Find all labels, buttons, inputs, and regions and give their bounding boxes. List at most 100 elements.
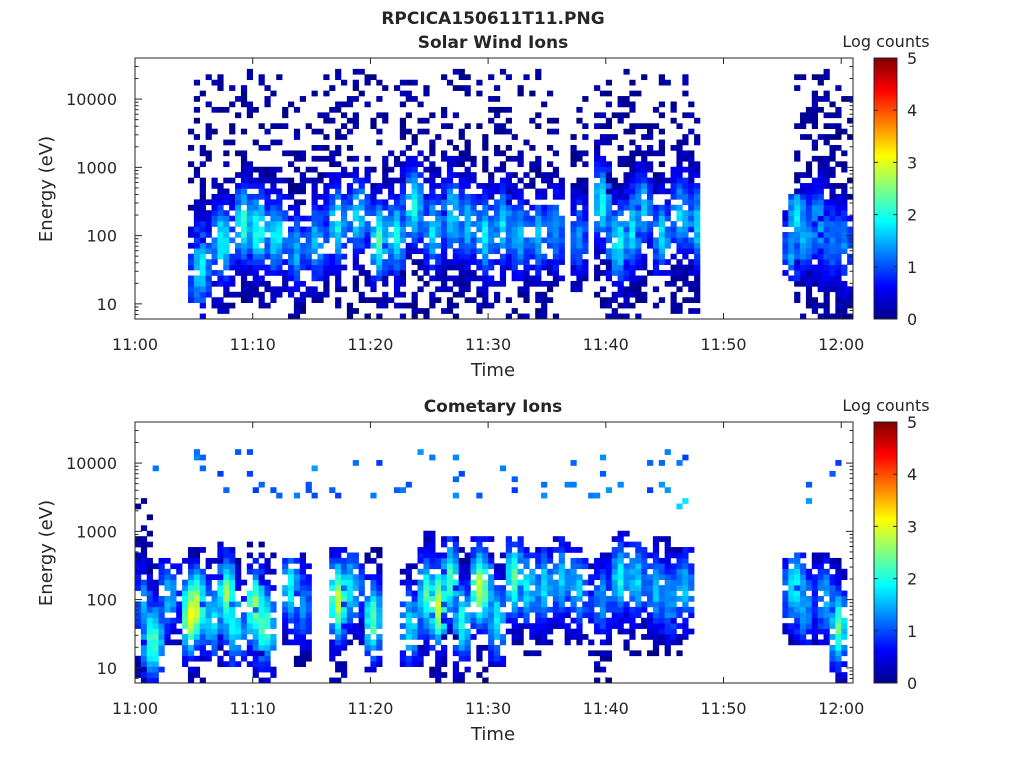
heatmap-cell	[429, 199, 436, 206]
heatmap-cell	[576, 286, 583, 293]
heatmap-cell	[623, 628, 630, 635]
heatmap-cell	[541, 563, 548, 570]
heatmap-cell	[617, 313, 624, 320]
heatmap-cell	[229, 606, 236, 613]
heatmap-cell	[335, 297, 342, 303]
heatmap-cell	[805, 612, 813, 619]
heatmap-cell	[464, 601, 471, 608]
heatmap-cell	[658, 612, 665, 619]
heatmap-cell	[794, 193, 801, 200]
heatmap-cell	[446, 183, 454, 189]
x-tick-label: 11:10	[230, 699, 276, 718]
heatmap-cell	[352, 96, 359, 102]
heatmap-cell	[264, 248, 271, 255]
heatmap-cell	[335, 204, 342, 211]
heatmap-cell	[452, 291, 459, 298]
heatmap-cell	[611, 601, 618, 608]
heatmap-cell	[517, 313, 524, 320]
heatmap-cell	[223, 650, 230, 657]
heatmap-cell	[264, 639, 271, 646]
heatmap-cell	[223, 221, 230, 227]
y-tick-label: 10000	[66, 454, 117, 473]
heatmap-cell	[805, 574, 813, 580]
heatmap-cell	[494, 634, 501, 640]
heatmap-cell	[823, 253, 830, 260]
heatmap-cell	[370, 210, 377, 216]
heatmap-cell	[170, 585, 177, 591]
heatmap-cell	[829, 259, 836, 265]
heatmap-cell	[576, 177, 583, 184]
heatmap-cell	[323, 199, 330, 206]
heatmap-cell	[323, 226, 330, 233]
heatmap-cell	[535, 585, 542, 591]
heatmap-cell	[623, 199, 630, 206]
heatmap-cell	[423, 628, 430, 635]
heatmap-cell	[246, 661, 254, 667]
heatmap-cell	[352, 117, 359, 124]
heatmap-cell	[229, 237, 236, 244]
heatmap-cell	[441, 563, 448, 570]
heatmap-cell	[446, 210, 454, 216]
heatmap-cell	[258, 481, 265, 488]
heatmap-cell	[164, 628, 171, 635]
heatmap-cell	[258, 623, 265, 629]
heatmap-cell	[388, 253, 395, 260]
heatmap-cell	[429, 297, 436, 303]
heatmap-cell	[546, 552, 554, 559]
heatmap-cell	[829, 596, 836, 602]
heatmap-cell	[293, 199, 301, 206]
heatmap-cell	[352, 177, 359, 184]
heatmap-cell	[570, 579, 577, 586]
heatmap-cell	[835, 291, 842, 298]
heatmap-cell	[235, 253, 242, 260]
heatmap-cell	[641, 221, 648, 227]
heatmap-cell	[782, 270, 789, 276]
heatmap-cell	[340, 547, 348, 553]
heatmap-cell	[829, 634, 836, 640]
heatmap-cell	[658, 634, 665, 640]
heatmap-cell	[429, 253, 436, 260]
heatmap-cell	[235, 574, 242, 580]
heatmap-cell	[235, 557, 242, 564]
heatmap-cell	[811, 574, 818, 580]
heatmap-cell	[599, 161, 607, 168]
heatmap-cell	[352, 552, 359, 559]
heatmap-cell	[676, 270, 683, 276]
heatmap-cell	[229, 204, 236, 211]
heatmap-cell	[605, 552, 613, 559]
heatmap-cell	[782, 259, 789, 265]
heatmap-cell	[288, 617, 295, 624]
heatmap-cell	[588, 601, 595, 608]
heatmap-cell	[794, 155, 801, 162]
heatmap-cell	[211, 221, 218, 227]
heatmap-cell	[258, 628, 265, 635]
heatmap-cell	[599, 606, 607, 613]
heatmap-cell	[552, 623, 560, 629]
heatmap-cell	[652, 650, 660, 657]
heatmap-cell	[358, 232, 365, 238]
heatmap-cell	[670, 612, 677, 619]
heatmap-cell	[152, 650, 159, 657]
heatmap-cell	[235, 449, 242, 455]
heatmap-cell	[823, 601, 830, 608]
heatmap-cell	[682, 210, 689, 216]
heatmap-cell	[205, 221, 212, 227]
heatmap-cell	[193, 601, 201, 608]
heatmap-cell	[576, 226, 583, 233]
heatmap-cell	[311, 128, 318, 135]
heatmap-cell	[823, 579, 830, 586]
heatmap-cell	[299, 557, 306, 564]
heatmap-cell	[594, 661, 601, 667]
heatmap-cell	[335, 106, 342, 113]
heatmap-cell	[370, 166, 377, 173]
heatmap-cell	[494, 183, 501, 189]
heatmap-cell	[482, 677, 489, 684]
heatmap-cell	[664, 547, 671, 553]
heatmap-cell	[823, 134, 830, 140]
heatmap-cell	[605, 487, 613, 493]
heatmap-cell	[441, 541, 448, 548]
heatmap-cell	[352, 204, 359, 211]
heatmap-cell	[446, 199, 454, 206]
heatmap-cell	[823, 166, 830, 173]
heatmap-cell	[499, 596, 507, 602]
